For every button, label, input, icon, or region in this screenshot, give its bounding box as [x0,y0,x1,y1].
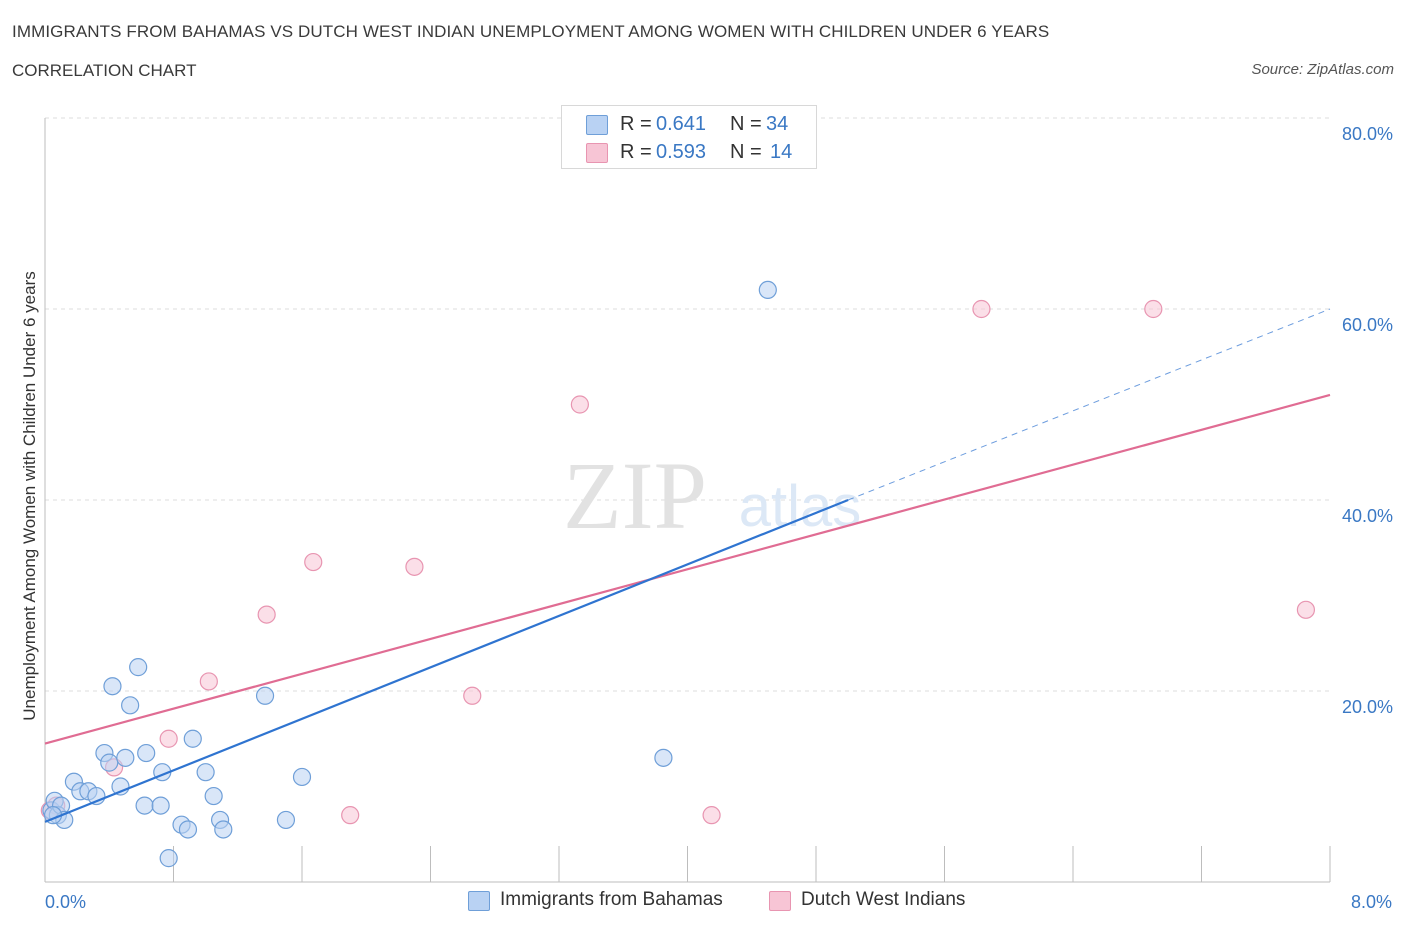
legend-r-value: 0.641 [656,113,707,135]
data-point [1296,600,1316,619]
data-point [116,748,135,767]
trendlines [44,308,1331,823]
data-point [702,806,721,825]
data-point [159,849,178,868]
legend-r-label: R = [620,141,652,163]
bottom-legend-label: Dutch West Indians [801,889,966,910]
legend-r-value: 0.593 [656,141,707,163]
watermark-atlas: atlas [739,474,862,539]
series-bahamas-points [42,280,777,868]
data-point [276,810,296,830]
data-point [103,677,122,696]
legend-swatch-pink [586,143,608,163]
legend-n-value: 14 [770,141,793,163]
correlation-legend: R = 0.641 N = 34 R = 0.593 N = 14 [561,105,817,169]
data-point [255,686,275,705]
chart-subtitle: CORRELATION CHART [12,61,197,80]
trendline-dutch-west-indians [44,393,1331,745]
source-label: Source: ZipAtlas.com [1251,61,1394,78]
data-point [178,820,198,839]
x-tick-label-max: 8.0% [1351,892,1392,912]
legend-swatch-blue [586,115,608,135]
bottom-legend-label: Immigrants from Bahamas [500,889,723,910]
data-point [204,786,223,806]
trendline-bahamas-extension [847,308,1331,501]
trendline-bahamas [44,498,849,823]
series-dutch-west-indians-points [40,299,1316,825]
data-point [972,299,991,319]
data-point [292,767,312,787]
legend-n-label: N = [730,141,762,163]
data-point [304,552,323,572]
data-point [654,748,673,767]
data-point [100,753,119,772]
data-point [135,796,154,815]
data-point [196,763,215,782]
data-point [137,743,156,763]
data-point [151,796,170,815]
y-tick-label: 20.0% [1342,697,1393,717]
chart-title: IMMIGRANTS FROM BAHAMAS VS DUTCH WEST IN… [12,22,1050,41]
grid-lines [45,117,1330,692]
legend-r-label: R = [620,113,652,135]
data-point [199,672,218,691]
data-point [159,729,178,748]
y-tick-label: 60.0% [1342,315,1393,335]
bottom-legend-swatch-blue [468,891,490,911]
axes [44,118,1331,883]
data-point [214,820,233,839]
y-tick-labels: 20.0% 40.0% 60.0% 80.0% [1342,124,1393,717]
bottom-legend-swatch-pink [769,891,791,911]
watermark-zip: ZIP [563,442,707,549]
legend-n-label: N = [730,113,762,135]
y-tick-label: 40.0% [1342,506,1393,526]
legend-n-value: 34 [766,113,789,135]
data-point [570,395,589,414]
data-point [463,686,482,705]
x-tick-label-min: 0.0% [45,892,86,912]
y-tick-label: 80.0% [1342,124,1393,144]
data-point [257,605,276,624]
data-point [121,696,140,715]
data-point [1144,299,1163,319]
data-point [341,806,360,825]
data-point [758,280,777,299]
data-point [183,729,202,748]
data-point [405,557,424,576]
watermark: ZIP atlas [563,442,861,549]
data-point [129,658,148,677]
y-axis-label: Unemployment Among Women with Children U… [20,271,39,720]
